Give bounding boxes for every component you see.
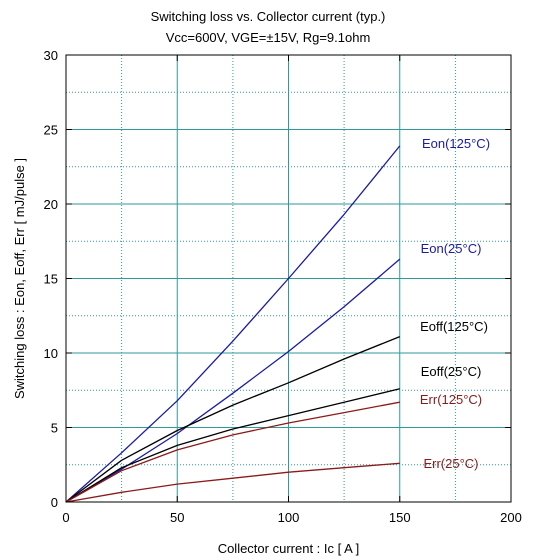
series-labels: Eon(125°C) Eon(25°C) Eoff(125°C) Eoff(25°C)… [420,136,490,471]
y-tick-label: 0 [51,495,58,510]
y-tick-label: 30 [44,48,58,63]
x-tick-label: 50 [170,510,184,525]
axis-ticks: 0 50 100 150 200 0 5 10 15 20 25 30 [44,48,522,525]
x-tick-label: 150 [389,510,411,525]
series-line [65,388,400,503]
y-tick-label: 15 [44,272,58,287]
series-lines [65,145,401,503]
chart-title: Switching loss vs. Collector current (ty… [151,9,386,24]
series-label: Eon(125°C) [422,136,490,151]
series-label: Eoff(125°C) [420,319,488,334]
x-tick-label: 0 [62,510,69,525]
series-line [65,258,401,503]
series-line [65,335,401,503]
chart-subtitle: Vcc=600V, VGE=±15V, Rg=9.1ohm [166,30,371,45]
series-line [65,145,401,503]
series-label: Err(25°C) [423,456,478,471]
x-tick-label: 100 [278,510,300,525]
series-line [65,462,400,503]
series-line [65,401,400,503]
y-tick-label: 20 [44,197,58,212]
series-label: Eon(25°C) [421,241,482,256]
y-axis-label: Switching loss : Eon, Eoff, Err [ mJ/pul… [12,158,27,399]
series-label: Eoff(25°C) [421,364,482,379]
y-tick-label: 25 [44,123,58,138]
series-label: Err(125°C) [420,392,482,407]
y-tick-label: 5 [51,421,58,436]
x-axis-label: Collector current : Ic [ A ] [218,541,360,556]
y-tick-label: 10 [44,346,58,361]
x-tick-label: 200 [500,510,522,525]
grid [66,55,511,502]
